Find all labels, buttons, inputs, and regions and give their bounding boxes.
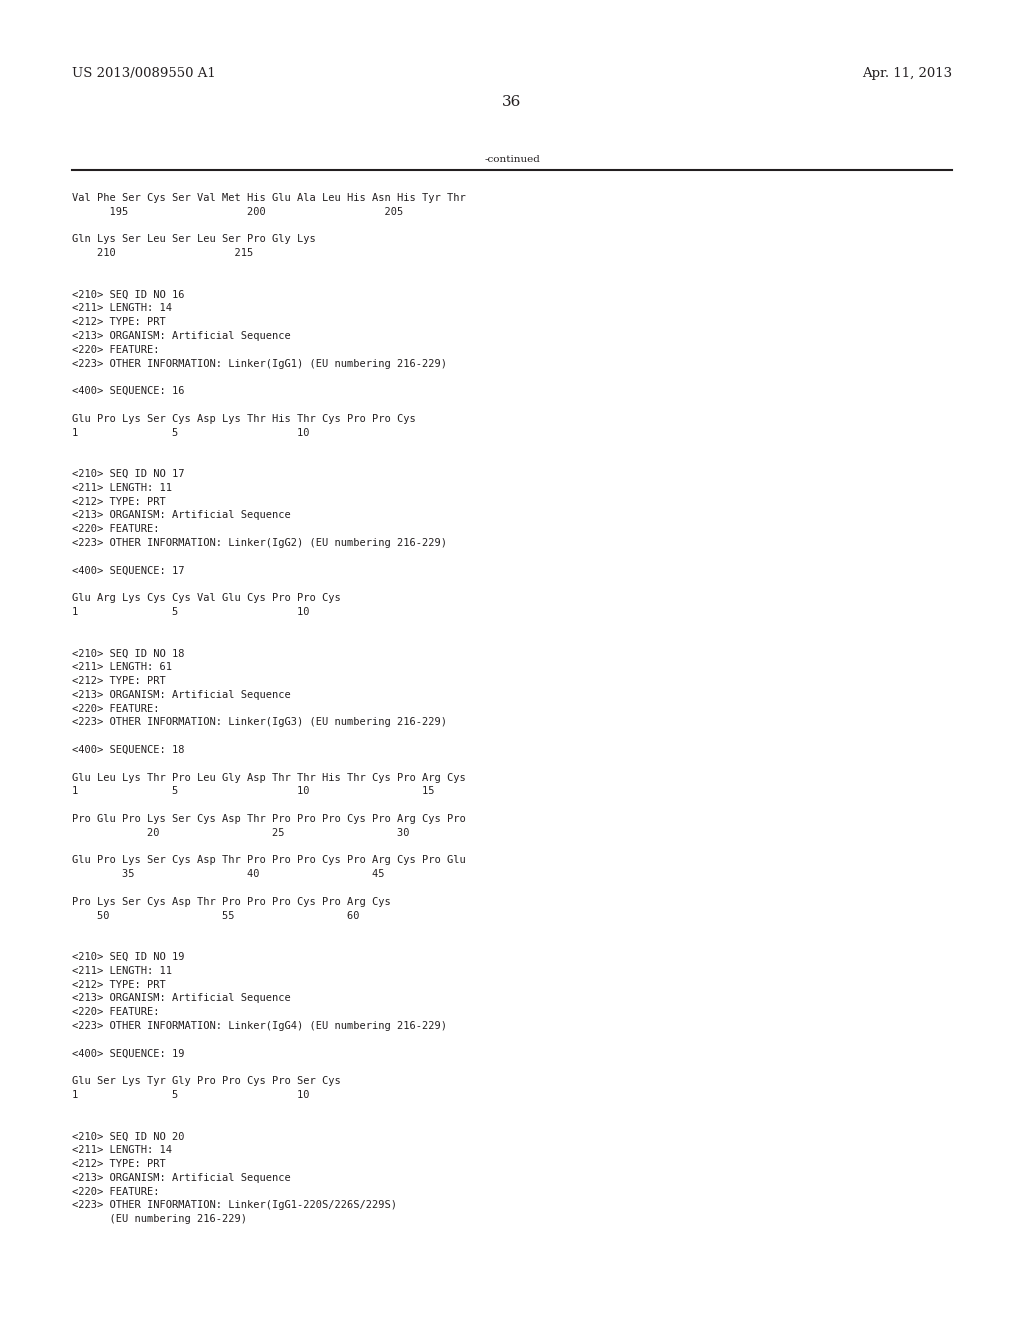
Text: <400> SEQUENCE: 16: <400> SEQUENCE: 16	[72, 387, 184, 396]
Text: Glu Pro Lys Ser Cys Asp Thr Pro Pro Pro Cys Pro Arg Cys Pro Glu: Glu Pro Lys Ser Cys Asp Thr Pro Pro Pro …	[72, 855, 466, 866]
Text: <211> LENGTH: 61: <211> LENGTH: 61	[72, 663, 172, 672]
Text: <213> ORGANISM: Artificial Sequence: <213> ORGANISM: Artificial Sequence	[72, 511, 291, 520]
Text: <223> OTHER INFORMATION: Linker(IgG1) (EU numbering 216-229): <223> OTHER INFORMATION: Linker(IgG1) (E…	[72, 359, 447, 368]
Text: <400> SEQUENCE: 17: <400> SEQUENCE: 17	[72, 565, 184, 576]
Text: <212> TYPE: PRT: <212> TYPE: PRT	[72, 979, 166, 990]
Text: Glu Leu Lys Thr Pro Leu Gly Asp Thr Thr His Thr Cys Pro Arg Cys: Glu Leu Lys Thr Pro Leu Gly Asp Thr Thr …	[72, 772, 466, 783]
Text: <223> OTHER INFORMATION: Linker(IgG3) (EU numbering 216-229): <223> OTHER INFORMATION: Linker(IgG3) (E…	[72, 717, 447, 727]
Text: 50                  55                  60: 50 55 60	[72, 911, 359, 920]
Text: <400> SEQUENCE: 18: <400> SEQUENCE: 18	[72, 744, 184, 755]
Text: <213> ORGANISM: Artificial Sequence: <213> ORGANISM: Artificial Sequence	[72, 331, 291, 341]
Text: Glu Pro Lys Ser Cys Asp Lys Thr His Thr Cys Pro Pro Cys: Glu Pro Lys Ser Cys Asp Lys Thr His Thr …	[72, 413, 416, 424]
Text: <213> ORGANISM: Artificial Sequence: <213> ORGANISM: Artificial Sequence	[72, 690, 291, 700]
Text: 210                   215: 210 215	[72, 248, 253, 259]
Text: 20                  25                  30: 20 25 30	[72, 828, 410, 838]
Text: Gln Lys Ser Leu Ser Leu Ser Pro Gly Lys: Gln Lys Ser Leu Ser Leu Ser Pro Gly Lys	[72, 235, 315, 244]
Text: 1               5                   10: 1 5 10	[72, 428, 309, 438]
Text: 1               5                   10                  15: 1 5 10 15	[72, 787, 434, 796]
Text: 1               5                   10: 1 5 10	[72, 607, 309, 616]
Text: <223> OTHER INFORMATION: Linker(IgG4) (EU numbering 216-229): <223> OTHER INFORMATION: Linker(IgG4) (E…	[72, 1020, 447, 1031]
Text: <220> FEATURE:: <220> FEATURE:	[72, 1007, 160, 1018]
Text: <210> SEQ ID NO 19: <210> SEQ ID NO 19	[72, 952, 184, 962]
Text: <223> OTHER INFORMATION: Linker(IgG2) (EU numbering 216-229): <223> OTHER INFORMATION: Linker(IgG2) (E…	[72, 539, 447, 548]
Text: <220> FEATURE:: <220> FEATURE:	[72, 704, 160, 714]
Text: <220> FEATURE:: <220> FEATURE:	[72, 1187, 160, 1197]
Text: <211> LENGTH: 14: <211> LENGTH: 14	[72, 1146, 172, 1155]
Text: <210> SEQ ID NO 17: <210> SEQ ID NO 17	[72, 469, 184, 479]
Text: Val Phe Ser Cys Ser Val Met His Glu Ala Leu His Asn His Tyr Thr: Val Phe Ser Cys Ser Val Met His Glu Ala …	[72, 193, 466, 203]
Text: <211> LENGTH: 14: <211> LENGTH: 14	[72, 304, 172, 313]
Text: -continued: -continued	[484, 154, 540, 164]
Text: 35                  40                  45: 35 40 45	[72, 869, 384, 879]
Text: <213> ORGANISM: Artificial Sequence: <213> ORGANISM: Artificial Sequence	[72, 1172, 291, 1183]
Text: <212> TYPE: PRT: <212> TYPE: PRT	[72, 317, 166, 327]
Text: Glu Arg Lys Cys Cys Val Glu Cys Pro Pro Cys: Glu Arg Lys Cys Cys Val Glu Cys Pro Pro …	[72, 593, 341, 603]
Text: <213> ORGANISM: Artificial Sequence: <213> ORGANISM: Artificial Sequence	[72, 994, 291, 1003]
Text: <212> TYPE: PRT: <212> TYPE: PRT	[72, 1159, 166, 1170]
Text: <211> LENGTH: 11: <211> LENGTH: 11	[72, 483, 172, 492]
Text: Pro Glu Pro Lys Ser Cys Asp Thr Pro Pro Pro Cys Pro Arg Cys Pro: Pro Glu Pro Lys Ser Cys Asp Thr Pro Pro …	[72, 814, 466, 824]
Text: <210> SEQ ID NO 16: <210> SEQ ID NO 16	[72, 289, 184, 300]
Text: <210> SEQ ID NO 18: <210> SEQ ID NO 18	[72, 648, 184, 659]
Text: Pro Lys Ser Cys Asp Thr Pro Pro Pro Cys Pro Arg Cys: Pro Lys Ser Cys Asp Thr Pro Pro Pro Cys …	[72, 896, 391, 907]
Text: <220> FEATURE:: <220> FEATURE:	[72, 524, 160, 535]
Text: <211> LENGTH: 11: <211> LENGTH: 11	[72, 966, 172, 975]
Text: 36: 36	[503, 95, 521, 110]
Text: <223> OTHER INFORMATION: Linker(IgG1-220S/226S/229S): <223> OTHER INFORMATION: Linker(IgG1-220…	[72, 1200, 397, 1210]
Text: <400> SEQUENCE: 19: <400> SEQUENCE: 19	[72, 1048, 184, 1059]
Text: 1               5                   10: 1 5 10	[72, 1090, 309, 1100]
Text: <212> TYPE: PRT: <212> TYPE: PRT	[72, 676, 166, 686]
Text: <210> SEQ ID NO 20: <210> SEQ ID NO 20	[72, 1131, 184, 1142]
Text: <220> FEATURE:: <220> FEATURE:	[72, 345, 160, 355]
Text: 195                   200                   205: 195 200 205	[72, 207, 403, 216]
Text: <212> TYPE: PRT: <212> TYPE: PRT	[72, 496, 166, 507]
Text: US 2013/0089550 A1: US 2013/0089550 A1	[72, 67, 216, 81]
Text: Glu Ser Lys Tyr Gly Pro Pro Cys Pro Ser Cys: Glu Ser Lys Tyr Gly Pro Pro Cys Pro Ser …	[72, 1076, 341, 1086]
Text: Apr. 11, 2013: Apr. 11, 2013	[862, 67, 952, 81]
Text: (EU numbering 216-229): (EU numbering 216-229)	[72, 1214, 247, 1224]
